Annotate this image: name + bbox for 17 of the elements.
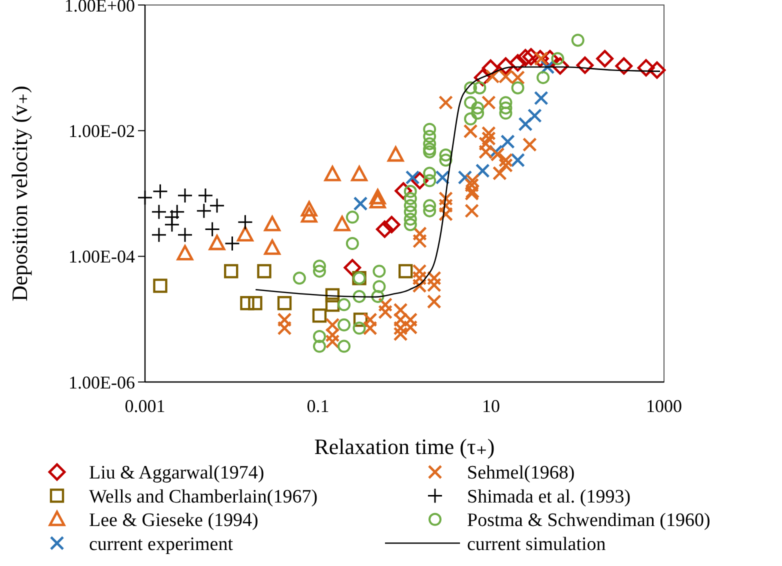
x-tick-label: 10: [482, 396, 500, 416]
legend-label: Shimada et al. (1993): [467, 486, 631, 508]
y-tick-label: 1.00E-06: [68, 372, 135, 392]
x-tick-label: 0.001: [124, 396, 166, 416]
legend-label: Wells and Chamberlain(1967): [89, 486, 318, 508]
legend-label: current experiment: [89, 534, 234, 555]
legend-label: Lee & Gieseke (1994): [89, 510, 258, 532]
x-tick-label: 1000: [646, 396, 682, 416]
legend-label: Liu & Aggarwal(1974): [89, 462, 264, 484]
legend-label: Sehmel(1968): [467, 462, 575, 484]
y-axis-title: Deposition velocity (v₊): [7, 86, 32, 302]
legend-label: Postma & Schwendiman (1960): [467, 510, 710, 532]
y-tick-label: 1.00E-04: [68, 246, 135, 267]
x-tick-label: 0.1: [306, 396, 330, 416]
x-axis-title: Relaxation time (τ₊): [314, 434, 495, 459]
legend-label: current simulation: [467, 534, 606, 555]
y-tick-label: 1.00E-02: [68, 120, 135, 141]
